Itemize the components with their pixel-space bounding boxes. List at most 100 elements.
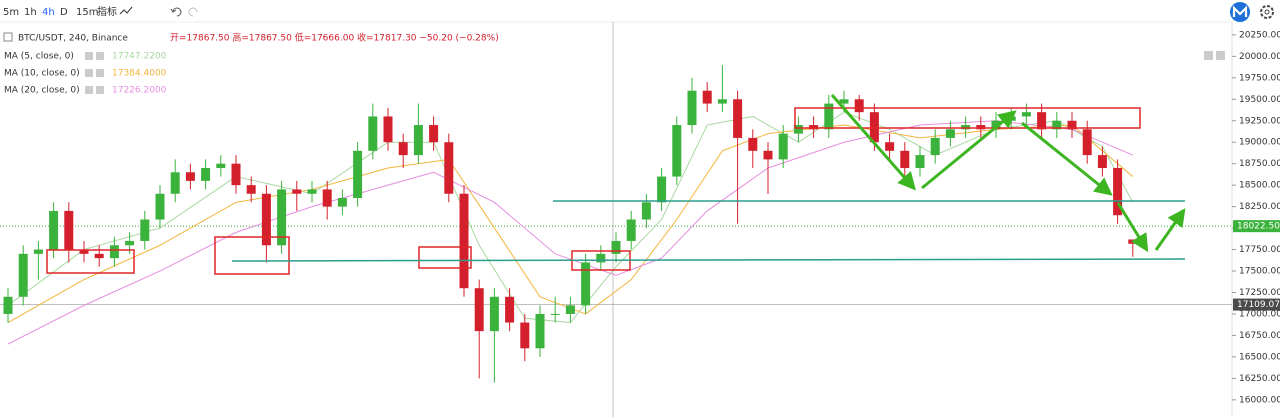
candle-body bbox=[1113, 167, 1123, 216]
candle-body bbox=[565, 305, 575, 314]
ma-close[interactable] bbox=[96, 69, 104, 77]
annotation-boxes bbox=[46, 107, 1141, 275]
ma-eye[interactable] bbox=[85, 86, 93, 94]
y-tick-label: 18750.00 bbox=[1239, 159, 1280, 169]
ma-close[interactable] bbox=[96, 52, 104, 60]
candle-body bbox=[277, 189, 287, 246]
candle-body bbox=[854, 99, 864, 113]
candle-body bbox=[216, 163, 226, 168]
candle-body bbox=[748, 137, 758, 151]
candle-body bbox=[246, 185, 256, 194]
collapse-box[interactable] bbox=[3, 32, 13, 42]
candle-body bbox=[1052, 120, 1062, 130]
candle-body bbox=[292, 189, 302, 194]
candle-body bbox=[1128, 239, 1138, 244]
interval-button[interactable]: D bbox=[60, 7, 68, 18]
candle-body bbox=[474, 288, 484, 332]
candle-body bbox=[839, 99, 849, 104]
candle-body bbox=[1082, 129, 1092, 156]
annotation-arrows bbox=[830, 94, 1186, 253]
y-tick-label: 19000.00 bbox=[1239, 138, 1280, 148]
ohlc-legend: 开=17867.50 高=17867.50 低=17666.00 收=17817… bbox=[170, 32, 499, 44]
candle-body bbox=[550, 313, 560, 315]
candle-body bbox=[930, 137, 940, 156]
candle-body bbox=[611, 240, 621, 254]
candle-body bbox=[596, 253, 606, 263]
candle-body bbox=[520, 322, 530, 349]
scroll-up[interactable] bbox=[1204, 51, 1213, 60]
settings-center bbox=[1264, 9, 1270, 15]
candle-body bbox=[459, 193, 469, 289]
y-tick-label: 17750.00 bbox=[1239, 245, 1280, 255]
interval-button[interactable]: 5m bbox=[3, 7, 19, 18]
candle-body bbox=[94, 253, 104, 259]
candle-body bbox=[763, 150, 773, 160]
redo[interactable] bbox=[188, 7, 198, 17]
candle-body bbox=[1037, 112, 1047, 130]
candle-body bbox=[368, 116, 378, 151]
candle-body bbox=[1097, 155, 1107, 168]
logo-mark bbox=[1232, 5, 1248, 17]
y-tick-label: 16250.00 bbox=[1239, 374, 1280, 384]
candle-body bbox=[657, 176, 667, 203]
interval-button[interactable]: 15m bbox=[76, 7, 98, 18]
indicator-icon[interactable] bbox=[119, 6, 133, 15]
scroll-down[interactable] bbox=[1216, 51, 1225, 60]
candle-body bbox=[900, 150, 910, 168]
ma-legend-name: MA (5, close, 0) bbox=[4, 52, 74, 62]
ma-close[interactable] bbox=[96, 86, 104, 94]
candle-body bbox=[109, 245, 119, 259]
undo[interactable] bbox=[170, 7, 182, 17]
interval-button[interactable]: 4h bbox=[42, 7, 55, 18]
y-tick-label: 17500.00 bbox=[1239, 267, 1280, 277]
settings[interactable] bbox=[1260, 5, 1274, 19]
indicator-button[interactable]: 指标 bbox=[97, 5, 117, 18]
crosshair-label: 17109.07 bbox=[1237, 300, 1280, 310]
candle-body bbox=[961, 125, 971, 130]
y-tick-label: 20250.00 bbox=[1239, 30, 1280, 40]
candle-body bbox=[353, 150, 363, 199]
candle-body bbox=[976, 125, 986, 130]
candle-body bbox=[489, 296, 499, 332]
ma-legend-name: MA (10, close, 0) bbox=[4, 69, 80, 79]
candle-body bbox=[383, 116, 393, 143]
candle-body bbox=[793, 125, 803, 134]
candle-body bbox=[702, 90, 712, 104]
y-tick-label: 18500.00 bbox=[1239, 181, 1280, 191]
candle-body bbox=[231, 163, 241, 186]
last-price-tag bbox=[1233, 220, 1280, 233]
candle-body bbox=[641, 202, 651, 220]
ma-eye[interactable] bbox=[85, 52, 93, 60]
candle-body bbox=[809, 125, 819, 130]
ma-line bbox=[7, 124, 1134, 323]
candle-body bbox=[322, 189, 332, 207]
y-tick-label: 16750.00 bbox=[1239, 331, 1280, 341]
ma-legend-value: 17384.4000 bbox=[112, 69, 167, 79]
candle-body bbox=[413, 125, 423, 156]
interval-button[interactable]: 1h bbox=[24, 7, 37, 18]
y-tick-label: 16500.00 bbox=[1239, 352, 1280, 362]
candle-body bbox=[991, 120, 1001, 130]
ma-legend-name: MA (20, close, 0) bbox=[4, 86, 80, 96]
candle-body bbox=[170, 172, 180, 194]
last-price-label: 18022.50 bbox=[1237, 222, 1280, 232]
candle-body bbox=[778, 133, 788, 160]
candle-body bbox=[140, 219, 150, 241]
candle-body bbox=[398, 142, 408, 156]
candle-body bbox=[79, 249, 89, 254]
candle-body bbox=[155, 193, 165, 220]
ma-eye[interactable] bbox=[85, 69, 93, 77]
y-tick-label: 20000.00 bbox=[1239, 52, 1280, 62]
y-tick-label: 19500.00 bbox=[1239, 95, 1280, 105]
candle-body bbox=[201, 167, 211, 181]
candle-body bbox=[824, 103, 834, 130]
candle-body bbox=[581, 262, 591, 306]
candle-body bbox=[261, 193, 271, 246]
candle-body bbox=[915, 155, 925, 168]
candle-body bbox=[717, 99, 727, 104]
y-tick-label: 19250.00 bbox=[1239, 116, 1280, 126]
candle-body bbox=[3, 296, 13, 314]
candle-body bbox=[945, 129, 955, 138]
